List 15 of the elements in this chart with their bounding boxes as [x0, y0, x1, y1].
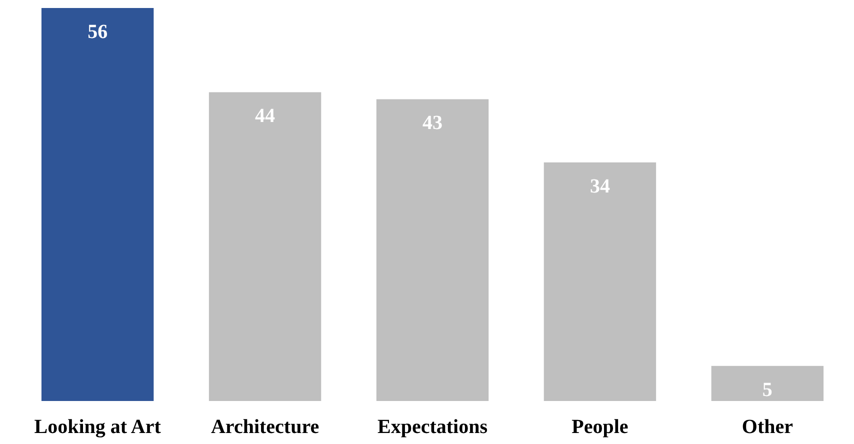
bar: [41, 8, 154, 401]
x-tick-label: People: [572, 416, 628, 438]
data-label: 44: [255, 105, 276, 128]
data-label: 5: [762, 378, 772, 401]
data-label: 56: [88, 21, 108, 43]
bar: [711, 366, 824, 401]
data-label: 34: [590, 175, 610, 198]
bar: [208, 92, 322, 401]
data-label: 43: [422, 112, 442, 134]
bar: [544, 162, 656, 401]
bar: [376, 99, 489, 401]
x-tick-label: Architecture: [210, 416, 320, 438]
x-tick-label: Looking at Art: [34, 416, 162, 438]
x-tick-label: Other: [742, 416, 794, 438]
x-tick-label: Expectations: [378, 416, 488, 438]
